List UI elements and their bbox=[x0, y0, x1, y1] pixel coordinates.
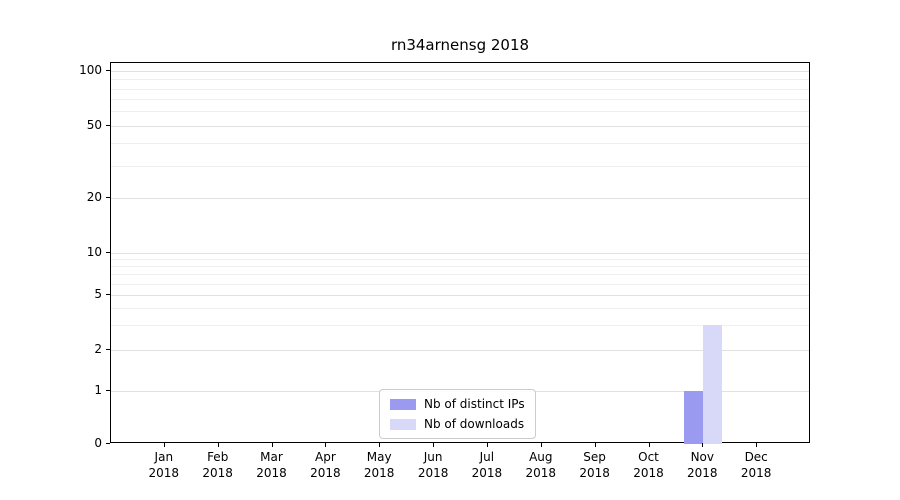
gridline-minor bbox=[111, 79, 809, 81]
legend-label-downloads: Nb of downloads bbox=[424, 417, 525, 431]
gridline-minor bbox=[111, 88, 809, 90]
x-tick-mark bbox=[540, 443, 542, 447]
legend-swatch-distinct-ips bbox=[390, 398, 416, 410]
x-tick-mark bbox=[594, 443, 596, 447]
x-tick-month: Sep bbox=[583, 450, 606, 464]
x-tick-label: Oct 2018 bbox=[619, 449, 679, 481]
x-tick-mark bbox=[325, 443, 327, 447]
y-tick-label: 20 bbox=[86, 190, 102, 205]
y-tick-mark bbox=[106, 390, 110, 391]
gridline-major bbox=[111, 71, 809, 72]
legend-label-distinct-ips: Nb of distinct IPs bbox=[424, 397, 525, 411]
gridline-minor bbox=[111, 111, 809, 113]
x-tick-mark bbox=[217, 443, 219, 447]
legend-swatch-downloads bbox=[390, 418, 416, 430]
x-tick-label: Sep 2018 bbox=[565, 449, 625, 481]
y-tick-label: 5 bbox=[94, 286, 102, 301]
x-tick-month: Feb bbox=[207, 450, 229, 464]
y-tick-label: 10 bbox=[86, 245, 102, 259]
x-tick-month: Oct bbox=[638, 450, 659, 464]
y-tick-mark bbox=[106, 197, 110, 199]
gridline-minor bbox=[111, 283, 809, 285]
x-tick-mark bbox=[756, 443, 758, 447]
x-tick-label: Mar 2018 bbox=[242, 449, 302, 481]
x-tick-month: Jul bbox=[479, 450, 495, 464]
y-tick-mark bbox=[106, 293, 110, 295]
x-tick-month: Nov bbox=[690, 450, 714, 464]
x-tick-label: Dec 2018 bbox=[726, 449, 786, 481]
gridline-minor bbox=[111, 266, 809, 268]
gridline-minor bbox=[111, 307, 809, 309]
x-tick-label: Apr 2018 bbox=[295, 449, 355, 481]
x-tick-mark bbox=[486, 443, 488, 447]
legend: Nb of distinct IPs Nb of downloads bbox=[379, 389, 536, 439]
x-tick-label: Jan 2018 bbox=[134, 449, 194, 481]
gridline-minor bbox=[111, 99, 809, 101]
y-tick-label: 100 bbox=[79, 63, 102, 77]
y-tick-label: 50 bbox=[86, 117, 102, 132]
x-tick-month: Apr bbox=[315, 450, 336, 464]
gridline-major bbox=[111, 125, 809, 127]
x-tick-month: Jan bbox=[154, 450, 174, 464]
x-tick-mark bbox=[433, 443, 435, 447]
y-tick-mark bbox=[106, 124, 110, 126]
y-tick-label: 1 bbox=[94, 383, 102, 397]
x-tick-label: Jun 2018 bbox=[403, 449, 463, 481]
x-tick-year: 2018 bbox=[579, 466, 610, 480]
x-tick-mark bbox=[648, 443, 650, 447]
x-tick-month: Jun bbox=[423, 450, 443, 464]
x-tick-month: Mar bbox=[260, 450, 283, 464]
y-tick-label: 2 bbox=[94, 341, 102, 356]
x-tick-year: 2018 bbox=[256, 466, 287, 480]
legend-item-downloads: Nb of downloads bbox=[390, 417, 525, 431]
x-tick-month: Aug bbox=[529, 450, 553, 464]
gridline-major bbox=[111, 294, 809, 296]
y-tick-mark bbox=[106, 70, 110, 71]
x-tick-mark bbox=[702, 443, 704, 447]
x-tick-year: 2018 bbox=[417, 466, 449, 480]
x-tick-year: 2018 bbox=[471, 466, 503, 480]
plot-area: Nb of distinct IPs Nb of downloads bbox=[110, 62, 810, 444]
x-tick-label: Feb 2018 bbox=[188, 449, 248, 481]
x-tick-mark bbox=[379, 443, 381, 447]
x-tick-year: 2018 bbox=[363, 466, 395, 480]
x-tick-mark bbox=[163, 443, 165, 447]
gridline-minor bbox=[111, 274, 809, 276]
x-tick-label: Aug 2018 bbox=[511, 449, 571, 481]
x-tick-year: 2018 bbox=[310, 466, 341, 480]
y-tick-mark bbox=[106, 348, 110, 350]
x-tick-label: Nov 2018 bbox=[672, 449, 732, 481]
x-tick-month: May bbox=[366, 450, 392, 464]
bar-downloads bbox=[703, 325, 723, 444]
x-tick-month: Dec bbox=[744, 450, 768, 464]
x-tick-year: 2018 bbox=[148, 466, 180, 480]
legend-item-distinct-ips: Nb of distinct IPs bbox=[390, 397, 525, 411]
x-tick-year: 2018 bbox=[740, 466, 772, 480]
gridline-major bbox=[111, 253, 809, 254]
x-tick-year: 2018 bbox=[687, 466, 718, 480]
x-tick-label: Jul 2018 bbox=[457, 449, 517, 481]
x-tick-year: 2018 bbox=[202, 466, 233, 480]
gridline-minor bbox=[111, 259, 809, 261]
gridline-minor bbox=[111, 143, 809, 145]
gridline-minor bbox=[111, 166, 809, 168]
y-tick-mark bbox=[106, 252, 110, 253]
x-tick-year: 2018 bbox=[633, 466, 664, 480]
y-tick-label: 0 bbox=[94, 436, 102, 450]
chart-title: rn34arnensg 2018 bbox=[390, 36, 530, 54]
y-tick-mark bbox=[106, 443, 110, 444]
gridline-major bbox=[111, 198, 809, 200]
bar-distinct-ips bbox=[684, 391, 704, 444]
x-tick-mark bbox=[271, 443, 273, 447]
x-tick-label: May 2018 bbox=[349, 449, 409, 481]
x-tick-year: 2018 bbox=[525, 466, 557, 480]
